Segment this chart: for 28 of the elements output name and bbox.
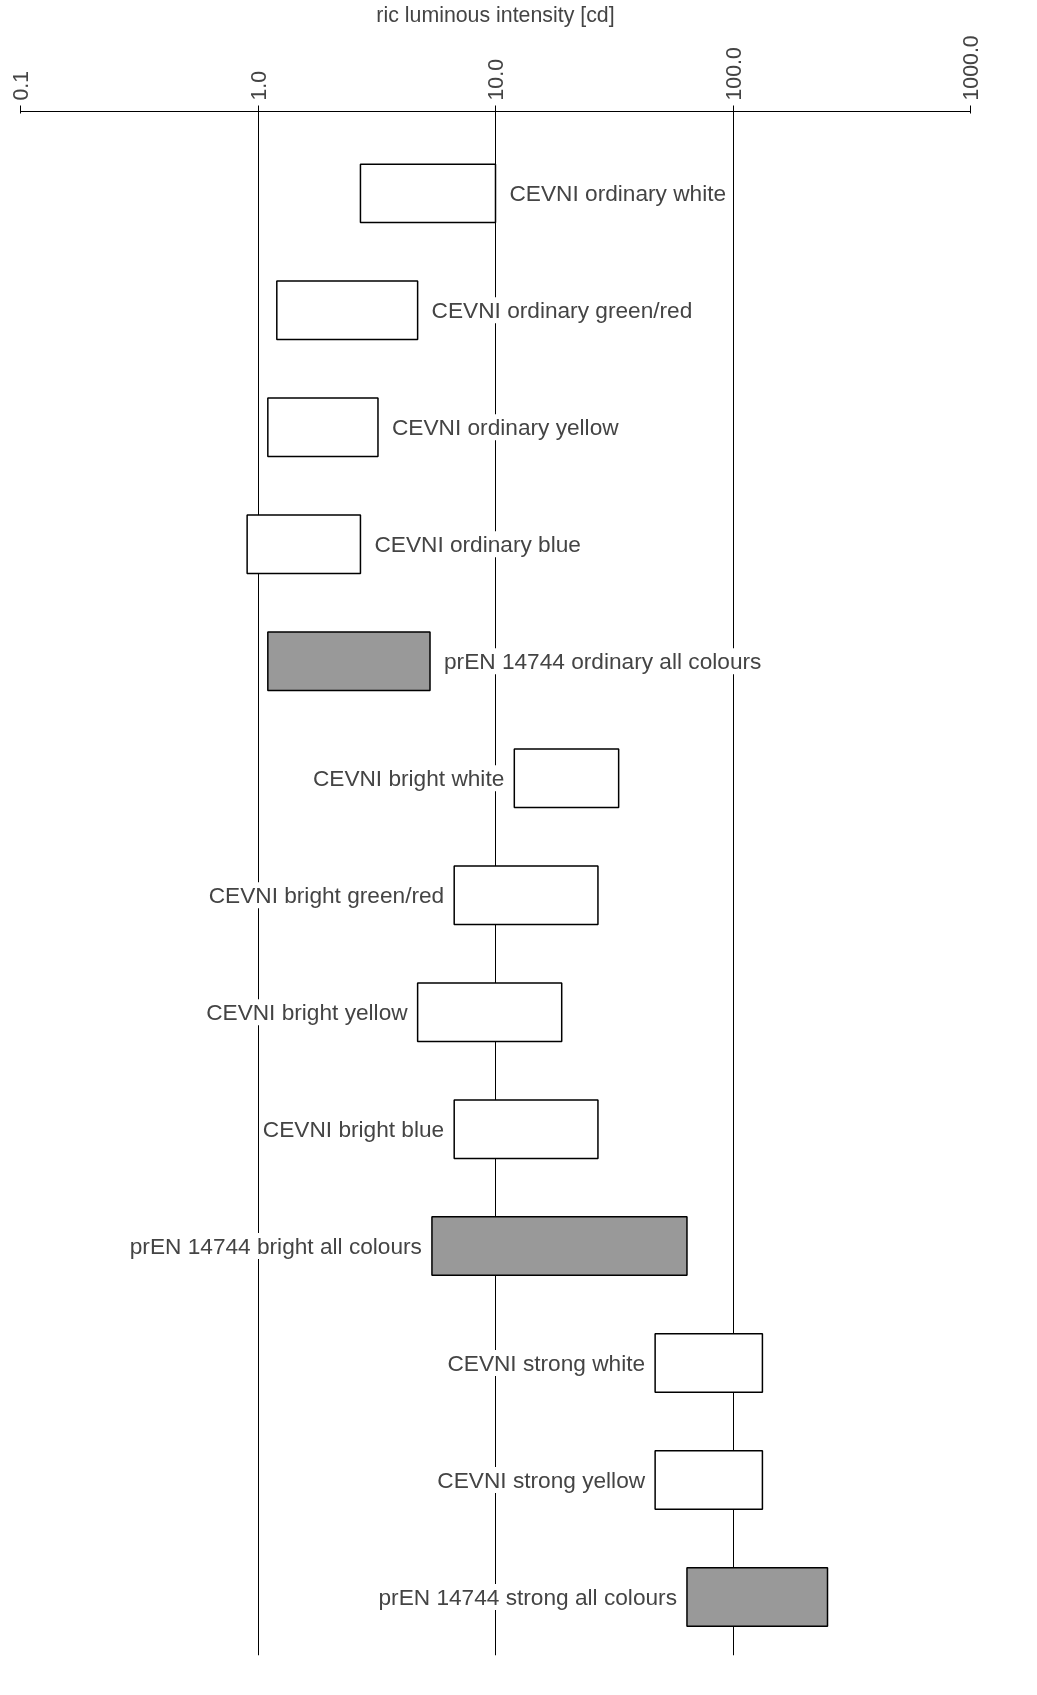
y-tick-label: CEVNI strong yellow xyxy=(437,1467,646,1494)
x-axis-title: ric luminous intensity [cd] xyxy=(376,3,615,28)
y-tick-label: prEN 14744 ordinary all colours xyxy=(444,648,762,675)
bar xyxy=(453,1099,599,1160)
bar xyxy=(416,982,563,1043)
bar xyxy=(513,748,620,809)
x-tick-label: 10.0 xyxy=(484,58,508,101)
y-tick-label: CEVNI ordinary green/red xyxy=(431,297,693,324)
y-tick-label: CEVNI bright white xyxy=(312,765,505,792)
y-tick-label: CEVNI bright green/red xyxy=(208,882,445,909)
bar xyxy=(431,1216,688,1277)
y-tick-label: CEVNI ordinary white xyxy=(509,180,727,207)
bar xyxy=(267,631,431,692)
x-tick-label: 100.0 xyxy=(721,46,746,101)
x-tick-label: 0.1 xyxy=(9,70,33,101)
y-tick-label: prEN 14744 bright all colours xyxy=(129,1233,422,1260)
y-tick-label: CEVNI bright blue xyxy=(262,1116,445,1143)
y-tick-label: CEVNI ordinary blue xyxy=(374,531,581,558)
x-tick-label: 1.0 xyxy=(246,70,271,101)
bar xyxy=(359,163,497,224)
bar xyxy=(276,280,419,341)
y-tick-label: CEVNI bright yellow xyxy=(206,999,409,1026)
y-tick-label: prEN 14744 strong all colours xyxy=(378,1584,677,1611)
y-tick-label: CEVNI strong white xyxy=(447,1350,646,1377)
bar xyxy=(267,397,379,458)
x-tick-label: 1000.0 xyxy=(959,35,983,101)
bar xyxy=(453,865,599,926)
y-tick-label: CEVNI ordinary yellow xyxy=(391,414,620,441)
